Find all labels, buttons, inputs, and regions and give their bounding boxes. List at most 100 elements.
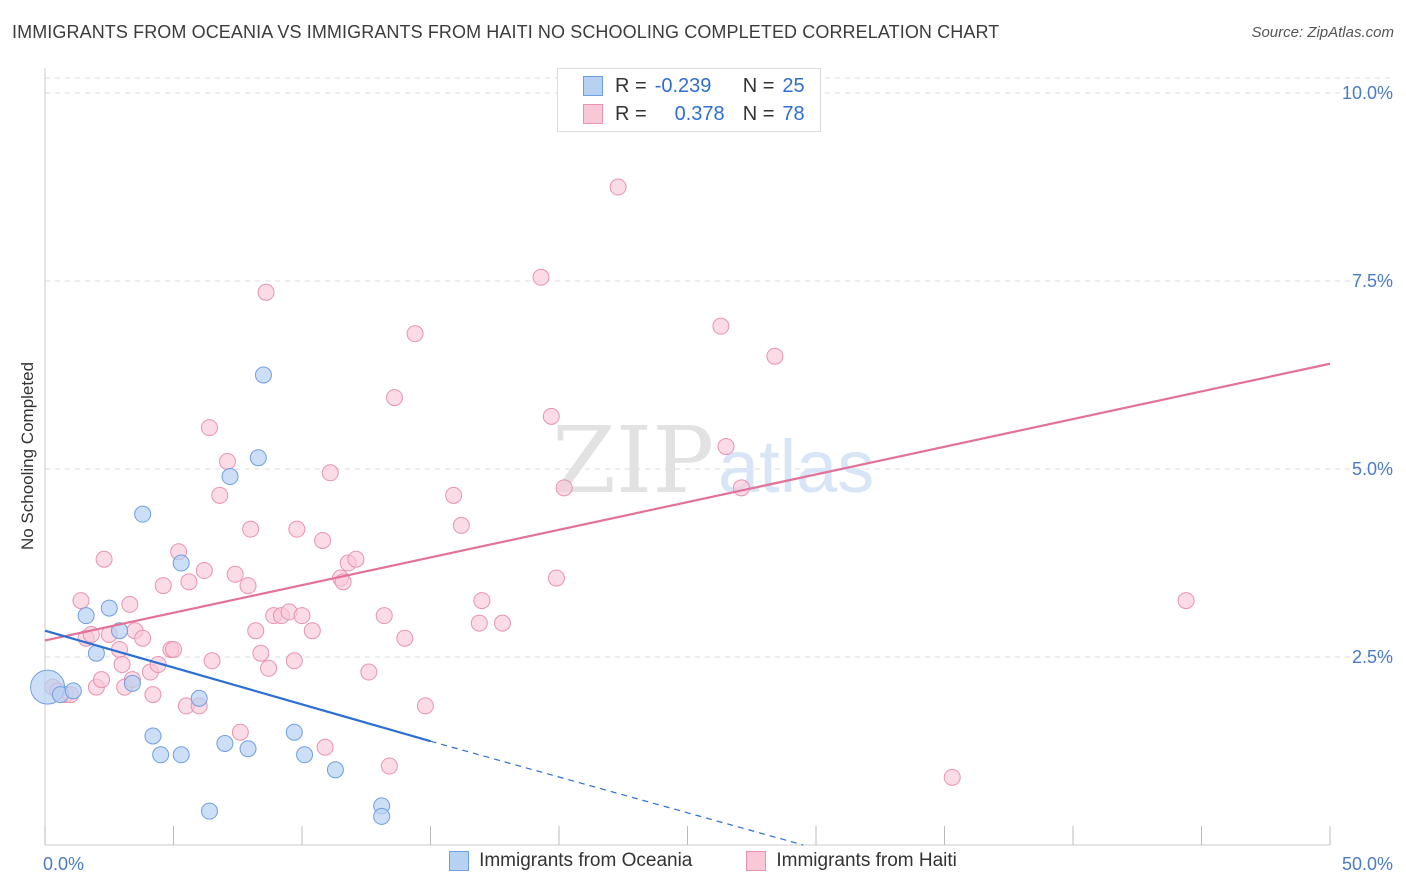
haiti-point — [452, 516, 470, 534]
haiti-point — [144, 686, 162, 704]
haiti-point — [134, 629, 152, 647]
haiti-point — [547, 569, 565, 587]
haiti-point — [293, 607, 311, 625]
oceania-point — [111, 622, 129, 640]
haiti-point — [470, 614, 488, 632]
haiti-point — [943, 768, 961, 786]
oceania-point — [190, 689, 208, 707]
legend-row-haiti: R = 0.378 N = 78 — [558, 100, 805, 128]
haiti-point — [555, 479, 573, 497]
haiti-point — [375, 607, 393, 625]
haiti-point — [717, 437, 735, 455]
haiti-point — [180, 573, 198, 591]
legend-item-oceania: Immigrants from Oceania — [449, 850, 692, 872]
y-tick-label: 10.0% — [1342, 83, 1393, 103]
haiti-point — [226, 565, 244, 583]
oceania-point — [249, 449, 267, 467]
oceania-point — [221, 468, 239, 486]
r-label: R = — [615, 102, 647, 125]
haiti-point — [542, 407, 560, 425]
haiti-point — [288, 520, 306, 538]
watermark-zip: ZIP — [552, 407, 714, 514]
trend-lines — [44, 362, 1331, 846]
haiti-point — [347, 550, 365, 568]
haiti-point — [211, 486, 229, 504]
correlation-legend: R = -0.239 N = 25 R = 0.378 N = 78 — [557, 68, 821, 132]
haiti-swatch — [583, 104, 603, 124]
haiti-point — [242, 520, 260, 538]
haiti-point — [260, 659, 278, 677]
haiti-point — [473, 592, 491, 610]
r-value: 0.378 — [674, 102, 725, 125]
oceania-point — [77, 607, 95, 625]
n-value: 78 — [782, 102, 805, 125]
haiti-trend-line — [44, 362, 1331, 642]
haiti-point — [285, 652, 303, 670]
oceania-point — [200, 802, 218, 820]
oceania-trend-line — [44, 629, 431, 743]
y-axis-label: No Schooling Completed — [18, 361, 37, 551]
oceania-point — [144, 727, 162, 745]
haiti-point — [532, 268, 550, 286]
oceania-point — [296, 746, 314, 764]
haiti-point — [247, 622, 265, 640]
oceania-point — [326, 761, 344, 779]
legend-row-oceania: R = -0.239 N = 25 — [558, 72, 805, 100]
haiti-point — [1177, 592, 1195, 610]
haiti-point — [396, 629, 414, 647]
haiti-point — [200, 419, 218, 437]
oceania-point — [64, 682, 82, 700]
haiti-point — [93, 671, 111, 689]
legend-label-oceania: Immigrants from Oceania — [479, 850, 693, 871]
haiti-point — [231, 723, 249, 741]
oceania-point — [152, 746, 170, 764]
grid-lines — [45, 77, 1392, 658]
n-label: N = — [742, 102, 775, 125]
oceania-point — [254, 366, 272, 384]
haiti-point — [321, 464, 339, 482]
oceania-point — [100, 599, 118, 617]
haiti-point — [766, 347, 784, 365]
tick-labels: 2.5% 5.0% 7.5% 10.0% 0.0% 50.0% — [43, 83, 1393, 874]
oceania-legend-swatch — [449, 851, 470, 871]
y-tick-label: 7.5% — [1352, 271, 1393, 291]
haiti-point — [406, 325, 424, 343]
haiti-point — [314, 531, 332, 549]
haiti-point — [303, 622, 321, 640]
oceania-swatch — [583, 76, 603, 96]
oceania-point — [172, 746, 190, 764]
haiti-point — [72, 592, 90, 610]
r-label: R = — [615, 74, 647, 97]
haiti-point — [445, 486, 463, 504]
haiti-point — [360, 663, 378, 681]
oceania-point — [134, 505, 152, 523]
legend-item-haiti: Immigrants from Haiti — [746, 850, 957, 872]
oceania-point — [239, 740, 257, 758]
watermark: ZIP atlas — [552, 407, 874, 514]
haiti-point — [609, 178, 627, 196]
n-label: N = — [742, 74, 775, 97]
haiti-point — [113, 656, 131, 674]
oceania-point — [285, 723, 303, 741]
legend-label-haiti: Immigrants from Haiti — [776, 850, 957, 871]
source-label: Source: ZipAtlas.com — [1251, 24, 1394, 41]
haiti-point — [165, 640, 182, 658]
axes — [44, 68, 1331, 846]
n-value: 25 — [782, 74, 805, 97]
haiti-point — [95, 550, 113, 568]
haiti-point — [386, 389, 404, 407]
haiti-point — [380, 757, 398, 775]
oceania-point — [216, 734, 234, 752]
oceania-point — [373, 807, 391, 825]
haiti-point — [732, 479, 750, 497]
x-tick-label: 50.0% — [1342, 854, 1393, 874]
haiti-point — [218, 453, 236, 470]
oceania-point — [172, 554, 190, 572]
haiti-point — [416, 697, 434, 715]
haiti-point — [712, 317, 730, 335]
chart-title: IMMIGRANTS FROM OCEANIA VS IMMIGRANTS FR… — [12, 22, 1000, 42]
x-tick-label: 0.0% — [43, 854, 84, 874]
y-tick-label: 5.0% — [1352, 459, 1393, 479]
haiti-point — [252, 644, 270, 662]
